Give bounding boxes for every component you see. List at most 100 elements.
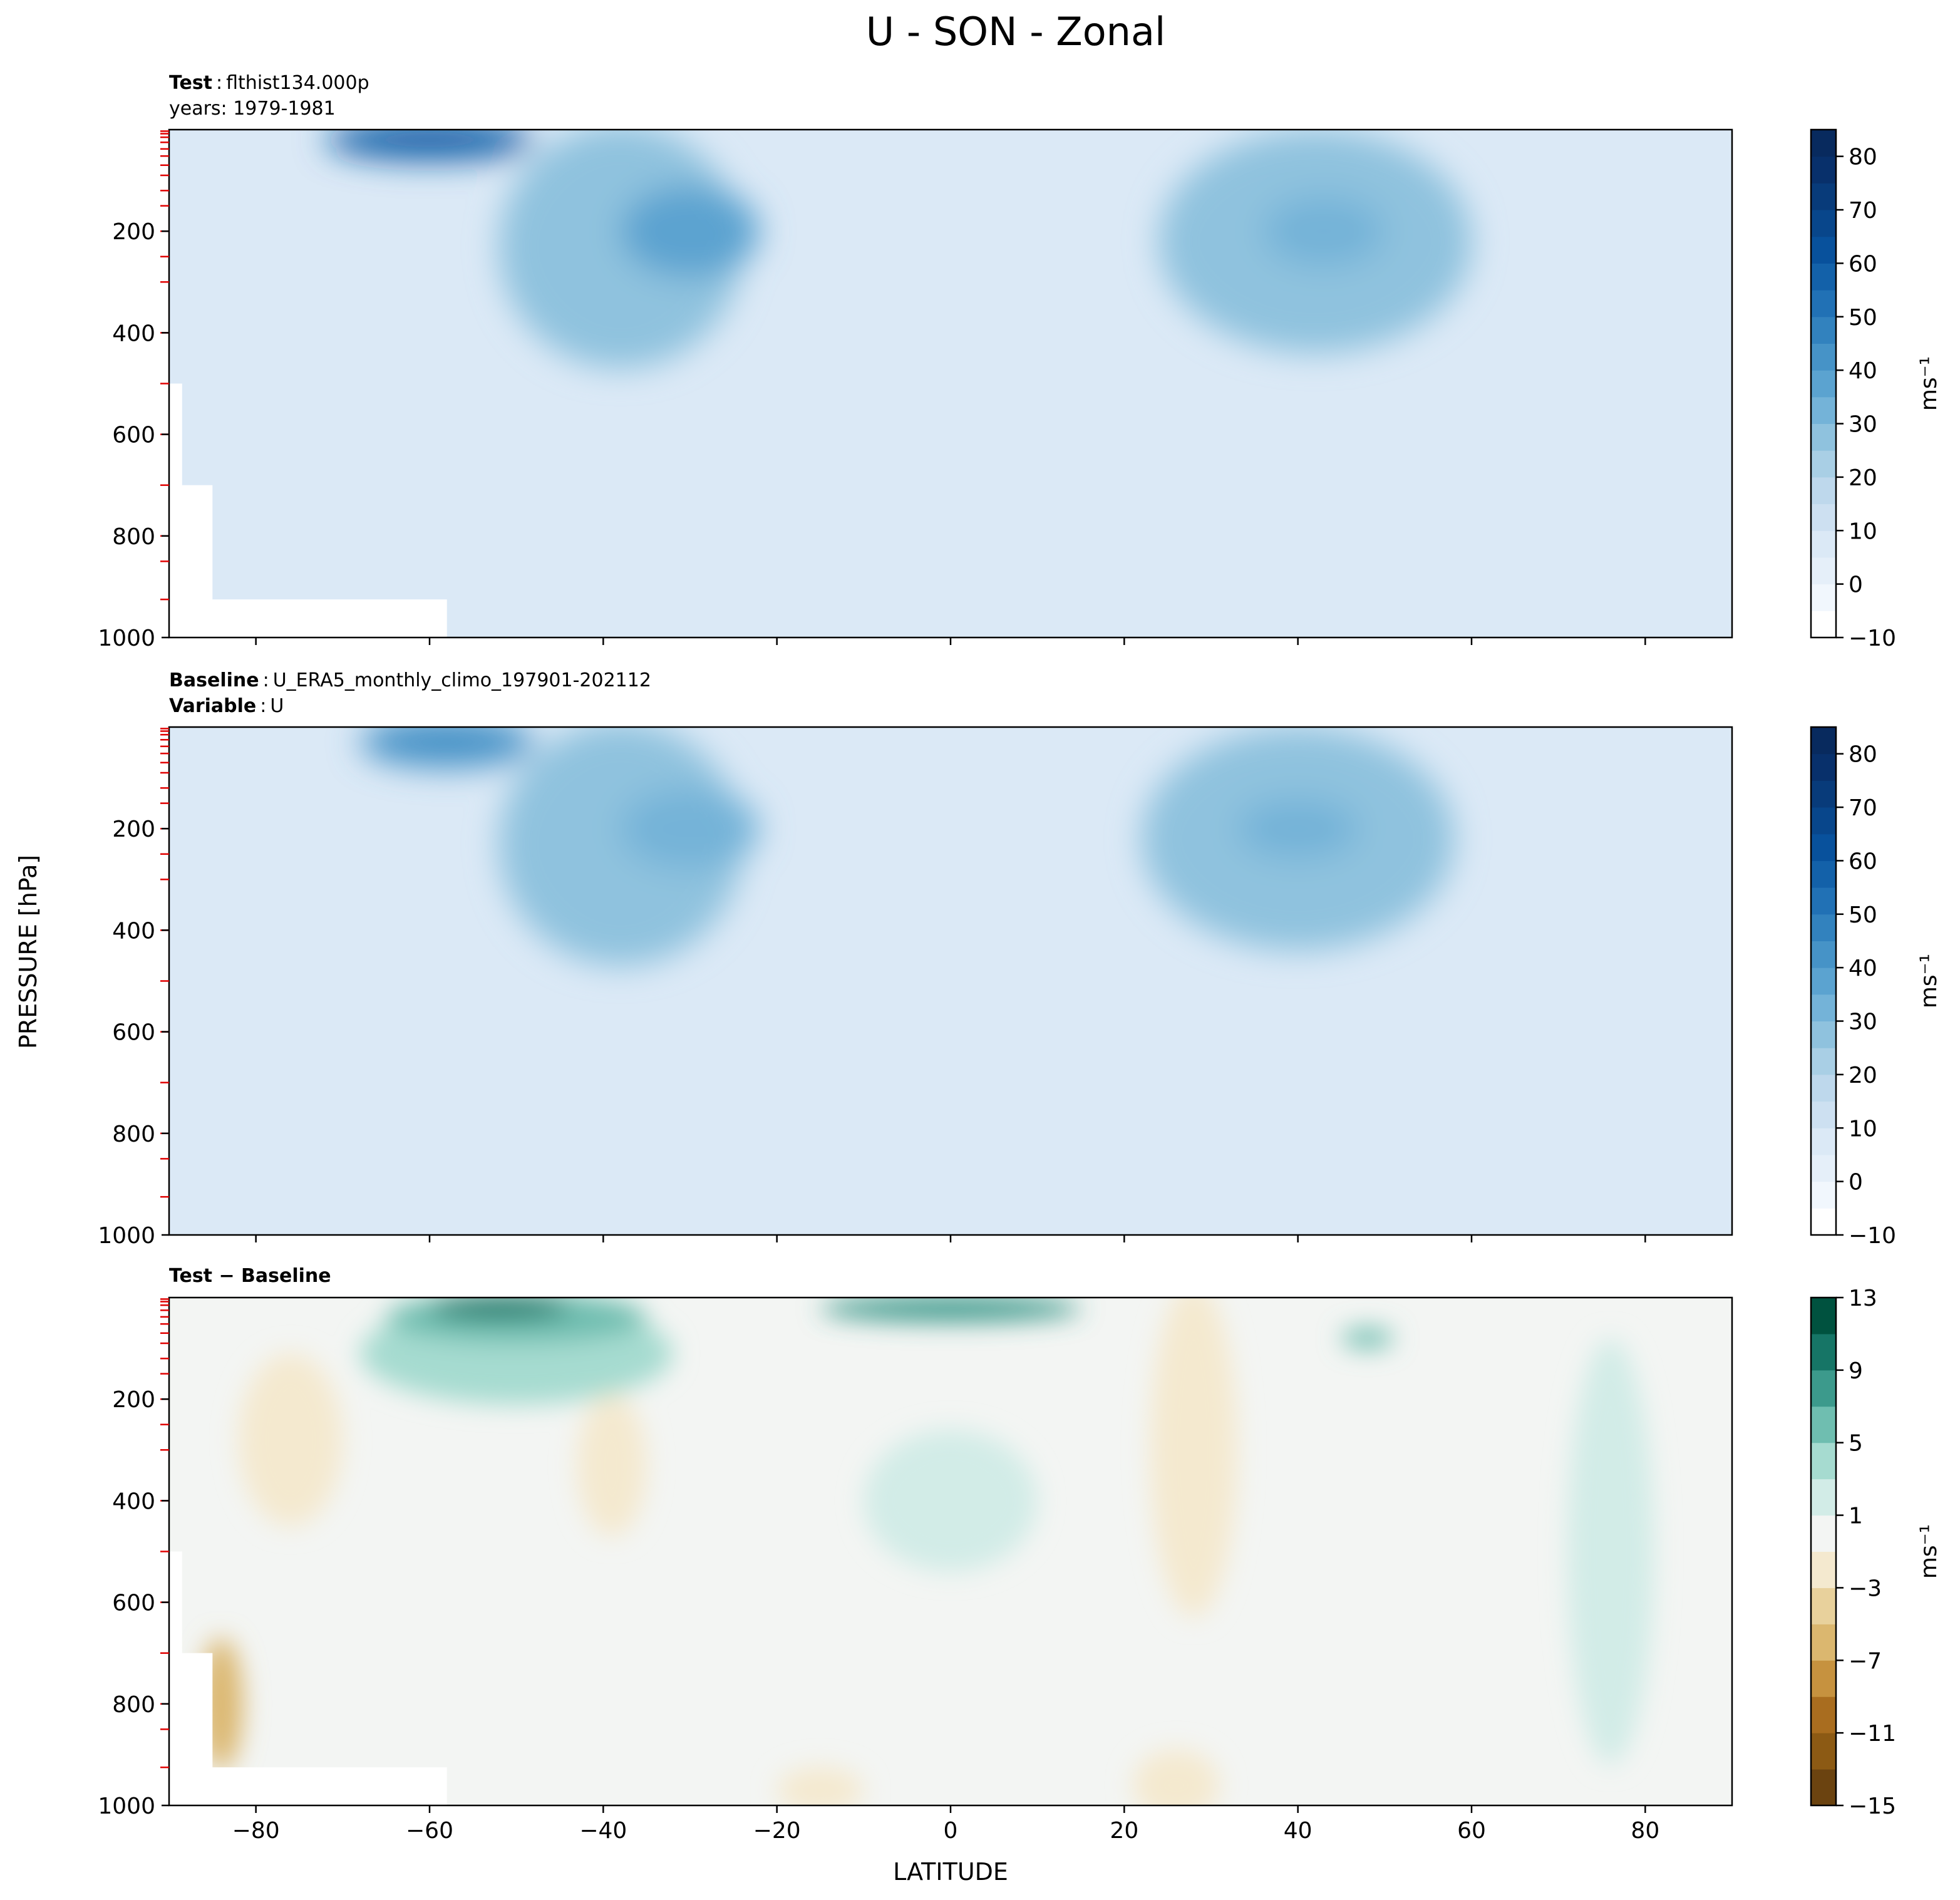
baseline-label-bold: Baseline: [169, 669, 259, 691]
test-colorbar-band-0: [1811, 611, 1836, 638]
test-label-bold: Test: [169, 72, 212, 94]
baseline-colorbar-band-3: [1811, 1128, 1836, 1155]
baseline-colorbar-tick-label-5: 40: [1849, 956, 1877, 981]
baseline-contour-blob-4: [1237, 798, 1359, 859]
difference-y-tick-label-1: 400: [112, 1489, 155, 1514]
test-colorbar-band-16: [1811, 183, 1836, 210]
baseline-contour-blob-2: [360, 727, 534, 768]
difference-colorbar-band-3: [1811, 1660, 1836, 1697]
difference-colorbar-band-9: [1811, 1442, 1836, 1480]
test-contour-blob-4: [1263, 195, 1385, 267]
baseline-colorbar-tick-label-4: 30: [1849, 1009, 1877, 1035]
difference-colorbar-band-6: [1811, 1551, 1836, 1588]
test-colorbar-band-6: [1811, 450, 1836, 478]
difference-colorbar-band-5: [1811, 1588, 1836, 1624]
baseline-colorbar-band-7: [1811, 1021, 1836, 1048]
difference-contour-blob-1: [577, 1394, 647, 1537]
difference-x-tick-label-8: 80: [1631, 1818, 1659, 1844]
difference-colorbar-band-2: [1811, 1696, 1836, 1733]
test-contours: [325, 130, 1472, 369]
difference-contour-blob-12: [776, 1767, 864, 1805]
difference-colorbar-frame: [1810, 1296, 1837, 1807]
test-colorbar-band-8: [1811, 396, 1836, 425]
difference-field: [169, 1298, 1732, 1805]
baseline-colorbar-tick-label-6: 50: [1849, 902, 1877, 928]
baseline-colorbar-band-2: [1811, 1154, 1836, 1182]
test-colorbar-band-3: [1811, 530, 1836, 558]
test-colorbar-band-2: [1811, 557, 1836, 585]
baseline-colorbar-band-13: [1811, 860, 1836, 888]
baseline-panel: 200 400 600 800 1000 −10 0 10 20 30 40 50 60 70 80 ms⁻¹: [98, 726, 1942, 1249]
test-colorbar-band-17: [1811, 156, 1836, 183]
difference-contour-blob-3: [1150, 1298, 1237, 1618]
test-colorbar-band-15: [1811, 210, 1836, 237]
difference-colorbar-band-1: [1811, 1733, 1836, 1770]
baseline-colorbar-band-12: [1811, 887, 1836, 915]
baseline-colorbar-band-18: [1811, 727, 1836, 755]
difference-colorbar-tick-label-1: −11: [1849, 1721, 1896, 1747]
baseline-colorbar-tick-label-7: 60: [1849, 849, 1877, 874]
difference-contours: [199, 1298, 1654, 1805]
test-colorbar-tick-label-4: 30: [1849, 412, 1877, 438]
test-colorbar-band-18: [1811, 130, 1836, 157]
difference-colorbar-band-11: [1811, 1370, 1836, 1407]
test-label-years: years: 1979-1981: [169, 98, 336, 120]
difference-colorbar: −15 −11 −7 −3 1 5 9 13 ms⁻¹: [1810, 1286, 1942, 1819]
test-colorbar-band-9: [1811, 370, 1836, 398]
difference-x-tick-label-7: 60: [1457, 1818, 1486, 1844]
baseline-label-line1: Baseline: U_ERA5_monthly_climo_197901-202…: [169, 669, 651, 691]
difference-x-tick-label-0: −80: [232, 1818, 280, 1844]
test-colorbar-tick-label-7: 60: [1849, 251, 1877, 277]
difference-x-tick-label-2: −40: [579, 1818, 627, 1844]
baseline-colorbar-band-15: [1811, 807, 1836, 835]
variable-label-bold: Variable: [169, 695, 256, 717]
baseline-colorbar-band-6: [1811, 1048, 1836, 1075]
baseline-colorbar-band-4: [1811, 1101, 1836, 1128]
baseline-colorbar-band-0: [1811, 1208, 1836, 1236]
test-colorbar-tick-label-1: 0: [1849, 572, 1863, 598]
baseline-y-tick-label-3: 800: [112, 1122, 155, 1147]
difference-colorbar-band-8: [1811, 1479, 1836, 1516]
baseline-colorbar-frame: [1810, 726, 1837, 1236]
test-y-tick-label-2: 600: [112, 423, 155, 448]
baseline-y-tick-label-4: 1000: [98, 1223, 155, 1249]
baseline-label-sep: :: [263, 669, 269, 691]
difference-contour-blob-11: [1133, 1749, 1220, 1805]
test-field: [169, 130, 1732, 638]
test-label-sep: :: [216, 72, 222, 94]
variable-label-line: Variable: U: [169, 695, 284, 717]
test-colorbar-band-14: [1811, 236, 1836, 264]
test-colorbar-tick-label-8: 70: [1849, 198, 1877, 224]
difference-y-tick-label-2: 600: [112, 1591, 155, 1616]
difference-contour-blob-4: [1567, 1338, 1654, 1765]
difference-colorbar-tick-label-2: −7: [1849, 1648, 1882, 1674]
test-colorbar: −10 0 10 20 30 40 50 60 70 80 ms⁻¹: [1810, 128, 1942, 651]
difference-colorbar-tick-label-3: −3: [1849, 1576, 1882, 1601]
difference-colorbar-tick-label-6: 9: [1849, 1358, 1863, 1384]
difference-colorbar-band-4: [1811, 1624, 1836, 1661]
test-contour-blob-1: [621, 185, 760, 277]
test-masked-region-0: [169, 599, 447, 638]
variable-label-text: U: [270, 695, 284, 717]
difference-colorbar-tick-label-4: 1: [1849, 1504, 1863, 1529]
baseline-label-text: U_ERA5_monthly_climo_197901-202112: [273, 669, 651, 691]
baseline-y-tick-label-0: 200: [112, 817, 155, 842]
test-y-tick-label-3: 800: [112, 524, 155, 550]
baseline-colorbar-band-16: [1811, 780, 1836, 808]
difference-contour-blob-7: [430, 1298, 569, 1319]
test-colorbar-tick-label-9: 80: [1849, 145, 1877, 170]
test-colorbar-tick-label-6: 50: [1849, 305, 1877, 331]
difference-contour-blob-9: [1341, 1328, 1394, 1349]
test-y-tick-label-1: 400: [112, 321, 155, 346]
baseline-colorbar-band-1: [1811, 1181, 1836, 1209]
difference-x-tick-label-5: 20: [1110, 1818, 1138, 1844]
test-colorbar-band-4: [1811, 503, 1836, 531]
baseline-field: [169, 727, 1732, 1235]
difference-colorbar-tick-label-7: 13: [1849, 1286, 1877, 1311]
difference-masked-region-0: [169, 1767, 447, 1805]
baseline-colorbar: −10 0 10 20 30 40 50 60 70 80 ms⁻¹: [1810, 726, 1942, 1249]
test-colorbar-band-1: [1811, 584, 1836, 611]
test-colorbar-band-13: [1811, 263, 1836, 291]
baseline-colorbar-band-5: [1811, 1074, 1836, 1102]
